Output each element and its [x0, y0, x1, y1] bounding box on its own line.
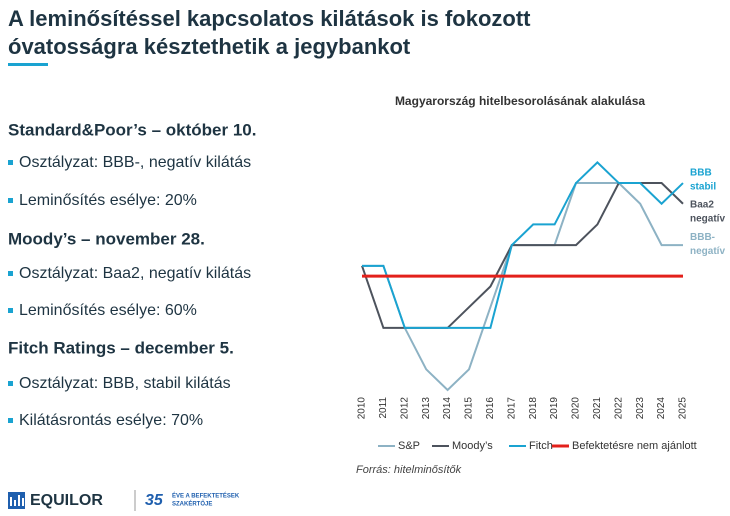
section-heading: Standard&Poor’s – október 10.	[8, 120, 256, 139]
logo-text: EQUILOR	[30, 492, 103, 509]
x-tick-label: 2020	[571, 397, 582, 420]
end-label: BBB	[690, 168, 712, 179]
rating-line	[362, 160, 684, 329]
x-tick-label: 2016	[485, 397, 496, 420]
legend-label: Moody’s	[452, 440, 493, 452]
end-label: negatív	[690, 213, 725, 224]
logo-glyph	[10, 495, 24, 506]
x-tick-label: 2010	[357, 397, 368, 420]
x-tick-label: 2015	[464, 397, 475, 420]
logo-icon	[8, 492, 25, 509]
bullet-icon	[8, 418, 13, 423]
source-note: Forrás: hitelminősítők	[356, 464, 462, 476]
section-heading: Moody’s – november 28.	[8, 229, 205, 248]
legend-label: Fitch	[529, 440, 553, 452]
x-tick-label: 2019	[549, 397, 560, 420]
bullet-icon	[8, 271, 13, 276]
rating-line	[361, 182, 684, 329]
x-tick-label: 2011	[378, 397, 389, 419]
x-tick-label: 2013	[421, 397, 432, 420]
x-tick-label: 2021	[592, 397, 603, 420]
legend-label: Befektetésre nem ajánlott	[572, 440, 697, 452]
chart-title: Magyarország hitelbesorolásának alakulás…	[395, 94, 645, 108]
bullet-icon	[8, 198, 13, 203]
x-tick-label: 2025	[678, 397, 689, 420]
x-tick-label: 2017	[506, 397, 517, 420]
x-tick-label: 2018	[528, 397, 539, 420]
x-tick-label: 2014	[442, 397, 453, 420]
section-heading: Fitch Ratings – december 5.	[8, 338, 234, 357]
x-tick-label: 2023	[635, 397, 646, 420]
bullet-text: Leminősítés esélye: 60%	[19, 302, 197, 319]
tagline: ÉVE A BEFEKTETÉSEK	[172, 492, 240, 500]
bullet-text: Osztályzat: Baa2, negatív kilátás	[19, 265, 251, 282]
tagline: SZAKÉRTŐJE	[172, 500, 212, 508]
title-underline	[8, 63, 48, 66]
end-label: BBB-	[690, 232, 715, 243]
end-label: stabil	[690, 182, 716, 193]
end-label: Baa2	[690, 199, 714, 210]
bullet-text: Leminősítés esélye: 20%	[19, 192, 197, 209]
bullet-icon	[8, 308, 13, 313]
rating-line	[362, 182, 683, 392]
legend-label: S&P	[398, 440, 420, 452]
bullet-text: Osztályzat: BBB-, negatív kilátás	[19, 154, 251, 171]
bullet-text: Osztályzat: BBB, stabil kilátás	[19, 375, 231, 392]
x-tick-label: 2012	[399, 397, 410, 420]
end-label: negatív	[690, 246, 725, 257]
bullet-icon	[8, 381, 13, 386]
slide-title: A leminősítéssel kapcsolatos kilátások i…	[8, 6, 531, 31]
bullet-text: Kilátásrontás esélye: 70%	[19, 412, 203, 429]
slide-title: óvatosságra késztethetik a jegybankot	[8, 34, 411, 59]
anniversary-number: 35	[145, 492, 164, 509]
x-tick-label: 2022	[613, 397, 624, 420]
bullet-icon	[8, 160, 13, 165]
x-tick-label: 2024	[656, 397, 667, 420]
